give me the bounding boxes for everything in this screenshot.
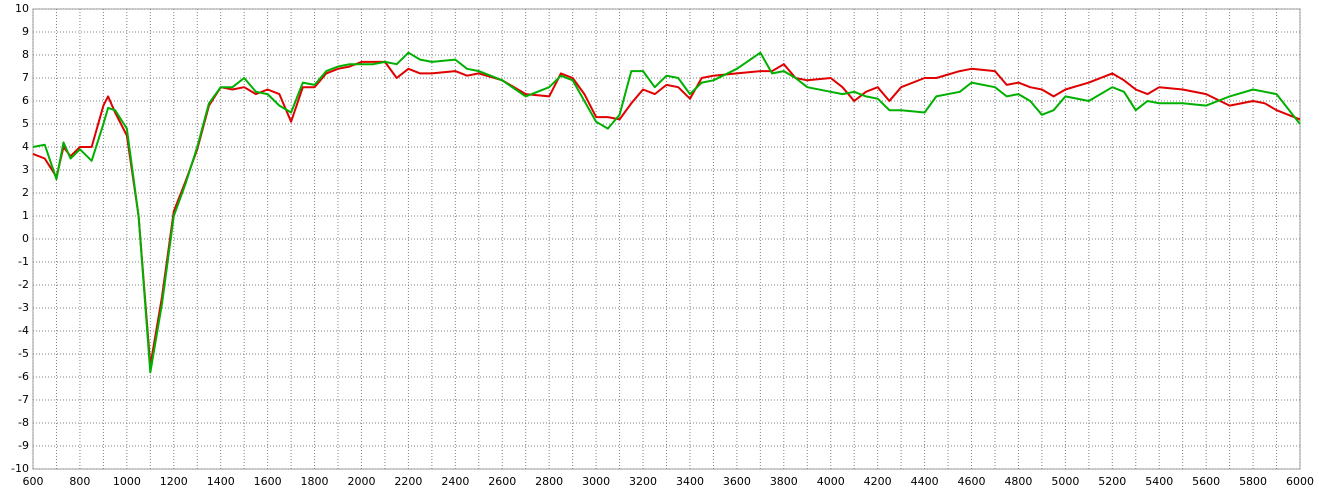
y-tick-label: -10 (11, 462, 29, 475)
x-tick-label: 3400 (676, 475, 704, 488)
y-tick-label: 6 (22, 94, 29, 107)
y-tick-label: 7 (22, 71, 29, 84)
x-tick-label: 1600 (254, 475, 282, 488)
y-tick-label: 9 (22, 25, 29, 38)
x-tick-label: 5000 (1051, 475, 1079, 488)
y-tick-label: -8 (18, 416, 29, 429)
x-tick-label: 5600 (1192, 475, 1220, 488)
x-tick-label: 1400 (207, 475, 235, 488)
x-tick-label: 5200 (1098, 475, 1126, 488)
y-tick-label: 8 (22, 48, 29, 61)
x-tick-label: 2600 (488, 475, 516, 488)
x-tick-label: 6000 (1286, 475, 1314, 488)
y-tick-label: 2 (22, 186, 29, 199)
series-line (32, 51, 1301, 374)
x-tick-label: 2200 (394, 475, 422, 488)
x-tick-label: 4600 (958, 475, 986, 488)
x-tick-label: 1200 (160, 475, 188, 488)
x-tick-label: 3200 (629, 475, 657, 488)
x-tick-label: 3800 (770, 475, 798, 488)
x-tick-label: 1800 (301, 475, 329, 488)
x-tick-label: 5400 (1145, 475, 1173, 488)
x-tick-label: 4800 (1004, 475, 1032, 488)
x-tick-label: 3600 (723, 475, 751, 488)
x-tick-label: 3000 (582, 475, 610, 488)
x-tick-label: 2400 (441, 475, 469, 488)
x-tick-label: 2800 (535, 475, 563, 488)
y-tick-label: 10 (15, 2, 29, 15)
x-tick-label: 4400 (911, 475, 939, 488)
y-tick-label: -6 (18, 370, 29, 383)
y-tick-label: -2 (18, 278, 29, 291)
y-tick-label: 0 (22, 232, 29, 245)
y-tick-label: -3 (18, 301, 29, 314)
x-tick-label: 4200 (864, 475, 892, 488)
x-tick-label: 800 (69, 475, 90, 488)
y-tick-label: -5 (18, 347, 29, 360)
y-tick-label: 4 (22, 140, 29, 153)
y-tick-label: -4 (18, 324, 29, 337)
x-tick-label: 1000 (113, 475, 141, 488)
y-tick-label: -9 (18, 439, 29, 452)
y-tick-label: 5 (22, 117, 29, 130)
y-tick-label: -7 (18, 393, 29, 406)
x-tick-label: 5800 (1239, 475, 1267, 488)
x-tick-label: 600 (23, 475, 44, 488)
y-tick-label: 3 (22, 163, 29, 176)
y-tick-label: -1 (18, 255, 29, 268)
x-tick-label: 4000 (817, 475, 845, 488)
y-tick-label: 1 (22, 209, 29, 222)
x-tick-label: 2000 (347, 475, 375, 488)
